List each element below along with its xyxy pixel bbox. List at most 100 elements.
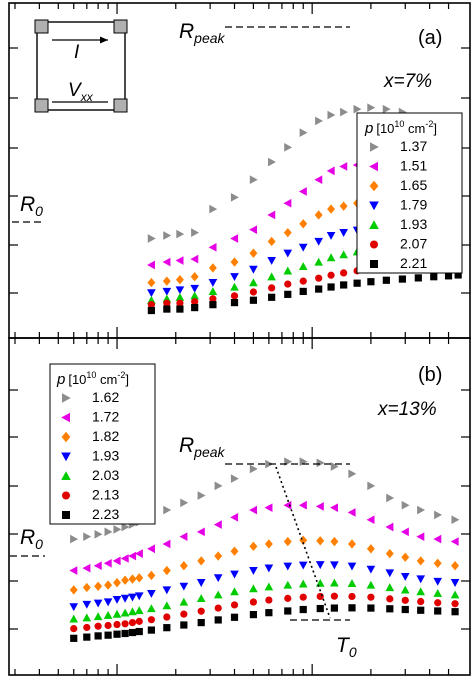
data-point [299,605,307,614]
data-point [330,578,339,587]
data-point [230,587,239,596]
data-point [382,276,390,284]
inset-current-arrow-icon [100,36,108,44]
data-point [268,293,276,301]
data-point [386,595,394,603]
series-2.13 [70,592,459,633]
data-point [120,554,129,563]
data-point [330,462,339,471]
data-point [163,505,172,515]
data-point [249,296,258,304]
legend-label-2.03: 2.03 [92,467,119,483]
data-point [382,104,391,114]
data-point [135,617,143,625]
series-1.62 [70,457,460,544]
legend-label-2.13: 2.13 [92,487,119,503]
data-point [450,579,460,587]
data-point [249,464,258,474]
panel-b-composition: x=13% [377,399,437,420]
data-point [401,596,409,604]
data-point [180,498,189,508]
data-point [213,520,222,529]
panel-b-legend-rows: 1.62 1.72 1.82 1.93 2.03 2.13 2.23 [61,389,119,522]
legend-label-1.62: 1.62 [92,389,119,405]
data-point [444,272,453,280]
data-point [162,257,171,267]
data-point [249,265,258,274]
data-point [265,609,273,617]
data-point [147,277,156,288]
data-point [104,621,112,630]
data-point [128,574,137,584]
data-point [451,561,460,571]
legend-label-1.79: 1.79 [400,197,427,213]
legend-label-1.37: 1.37 [400,138,427,154]
data-point [433,588,443,597]
legend-marker-1.51 [369,161,378,172]
data-point [121,522,130,532]
data-point [430,273,438,281]
data-point [128,618,137,627]
data-point [264,582,274,591]
data-point [298,561,308,570]
data-point [83,532,92,541]
legend-label-2.07: 2.07 [400,236,427,252]
data-point [314,257,324,266]
series-2.03 [69,578,460,623]
data-point [264,539,273,549]
data-point [385,548,394,559]
data-point [299,277,307,285]
data-point [230,298,239,307]
data-point [190,254,199,264]
data-point [330,592,338,600]
data-point [230,474,239,483]
panel-b-t0-label: T0 [336,634,357,660]
data-point [249,288,258,296]
data-point [191,303,199,312]
data-point [314,175,323,185]
data-point [386,605,394,613]
data-point [249,584,258,593]
panel-a-r0-label: R0 [20,193,43,219]
data-point [451,600,459,608]
data-point [147,616,155,624]
data-point [451,608,459,616]
data-point [69,585,78,595]
data-point [284,143,293,152]
data-point [230,193,239,202]
data-point [190,272,199,282]
data-point [147,306,155,315]
data-point [230,292,239,300]
data-point [104,527,113,537]
data-point [147,234,156,243]
data-point [299,535,308,545]
data-point [265,596,273,604]
panel-b-legend: p [1010 cm-2] 1.62 1.72 1.82 1.93 2.03 2.13 2.2… [49,363,156,525]
data-point [209,301,217,309]
data-point [69,566,78,575]
data-point [417,597,425,606]
data-point [327,204,336,214]
data-point [113,577,121,588]
data-point [316,536,325,546]
data-point [197,556,206,566]
data-point [454,271,462,279]
data-point [147,544,155,554]
data-point [316,604,324,613]
legend-label-1.93: 1.93 [400,216,427,232]
inset-current-label: I [74,42,80,63]
data-point [298,579,308,588]
data-point [196,527,205,537]
data-point [284,280,292,288]
data-point [191,298,199,306]
data-point [299,128,308,137]
data-point [82,613,92,622]
data-point [213,590,223,599]
data-point [94,622,102,630]
data-point [93,612,103,621]
data-point [416,556,425,566]
legend-marker-1.82 [61,431,71,443]
data-point [348,604,356,612]
legend-marker-1.72 [61,412,70,423]
data-point [128,628,137,637]
